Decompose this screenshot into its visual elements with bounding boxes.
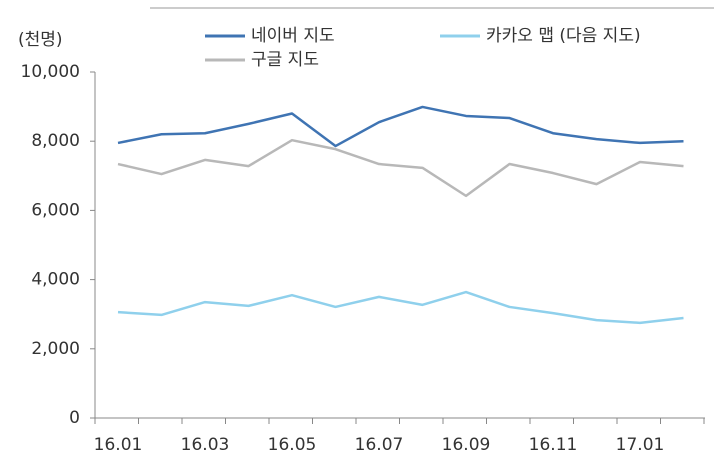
y-tick-label: 0 [69, 408, 80, 428]
series-line [117, 105, 684, 148]
legend-label: 구글 지도 [251, 50, 319, 70]
legend-label: 카카오 맵 (다음 지도) [486, 26, 641, 46]
x-tick-label: 16.07 [355, 435, 404, 455]
y-tick-label: 6,000 [31, 200, 80, 220]
y-tick-label: 10,000 [21, 62, 80, 82]
x-tick-label: 16.09 [442, 435, 491, 455]
x-tick-label: 16.11 [529, 435, 578, 455]
series-line [117, 290, 684, 325]
y-axis-label: (천명) [18, 30, 63, 50]
legend-label: 네이버 지도 [251, 26, 335, 46]
x-tick-label: 16.05 [268, 435, 317, 455]
series-line [117, 138, 684, 198]
x-tick-label: 16.03 [181, 435, 230, 455]
y-tick-label: 2,000 [31, 339, 80, 359]
y-tick-label: 4,000 [31, 270, 80, 290]
y-tick-label: 8,000 [31, 131, 80, 151]
x-tick-label: 16.01 [94, 435, 143, 455]
x-tick-label: 17.01 [616, 435, 665, 455]
